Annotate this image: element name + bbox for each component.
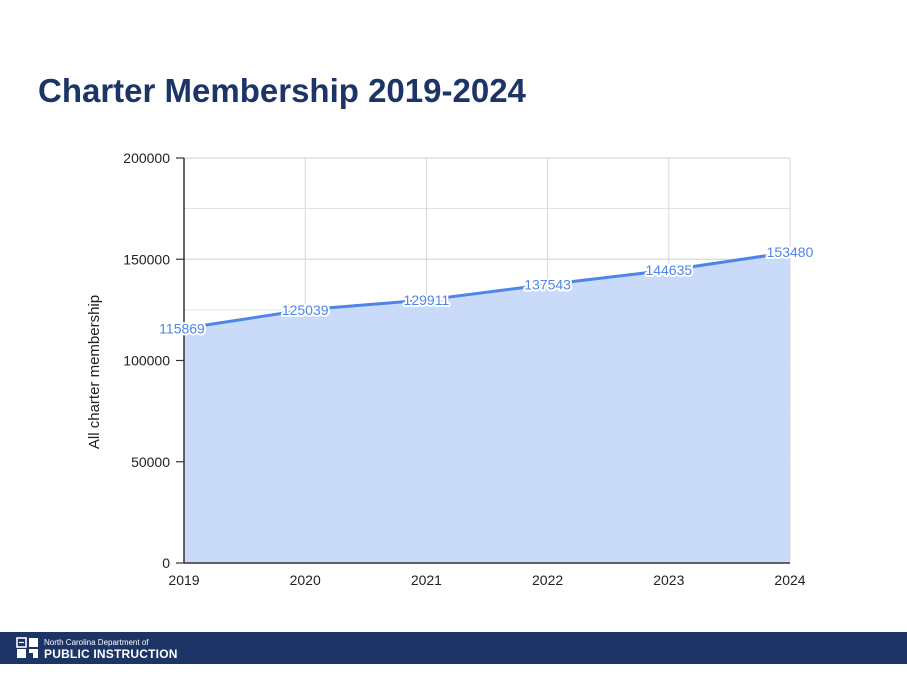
membership-line bbox=[183, 250, 791, 330]
slide-title: Charter Membership 2019-2024 bbox=[38, 72, 526, 109]
data-label-halo: 125039 bbox=[282, 302, 329, 318]
data-label-halo: 129911 bbox=[404, 292, 450, 308]
x-tick-label: 2023 bbox=[653, 572, 684, 588]
data-label: 125039 bbox=[282, 302, 329, 318]
data-label: 144635 bbox=[645, 262, 692, 278]
y-tick-label: 50000 bbox=[131, 454, 170, 470]
data-label-halo: 115869 bbox=[159, 320, 205, 336]
data-label: 129911 bbox=[404, 292, 450, 308]
x-tick-label: 2019 bbox=[168, 572, 199, 588]
data-label: 137543 bbox=[524, 276, 571, 292]
y-axis-label: All charter membership bbox=[86, 295, 103, 449]
y-tick-label: 150000 bbox=[123, 251, 170, 267]
membership-chart: 0 50000 100000 150000 200000 2019 2020 2021 2022… bbox=[86, 150, 816, 588]
footer-department: North Carolina Department of bbox=[44, 638, 149, 647]
data-label-halo: 137543 bbox=[524, 276, 571, 292]
data-label-halo: 153480 bbox=[767, 244, 814, 260]
x-tick-label: 2022 bbox=[532, 572, 563, 588]
tick-labels: 0 50000 100000 150000 200000 2019 2020 2021 2022… bbox=[123, 150, 805, 588]
x-tick-label: 2024 bbox=[774, 572, 805, 588]
data-label: 115869 bbox=[159, 320, 205, 336]
footer-organization: PUBLIC INSTRUCTION bbox=[44, 647, 178, 661]
y-tick-label: 200000 bbox=[123, 150, 170, 166]
data-label: 153480 bbox=[767, 244, 814, 260]
y-tick-label: 100000 bbox=[123, 353, 170, 369]
data-labels: 1158691158691250391250391299111299111375… bbox=[157, 242, 815, 338]
x-tick-label: 2020 bbox=[290, 572, 321, 588]
membership-area bbox=[184, 252, 790, 563]
x-tick-label: 2021 bbox=[411, 572, 442, 588]
dpi-logo-icon bbox=[16, 637, 38, 658]
footer-bar: North Carolina Department of PUBLIC INST… bbox=[0, 632, 907, 664]
data-label-halo: 144635 bbox=[645, 262, 692, 278]
y-tick-label: 0 bbox=[162, 555, 170, 571]
